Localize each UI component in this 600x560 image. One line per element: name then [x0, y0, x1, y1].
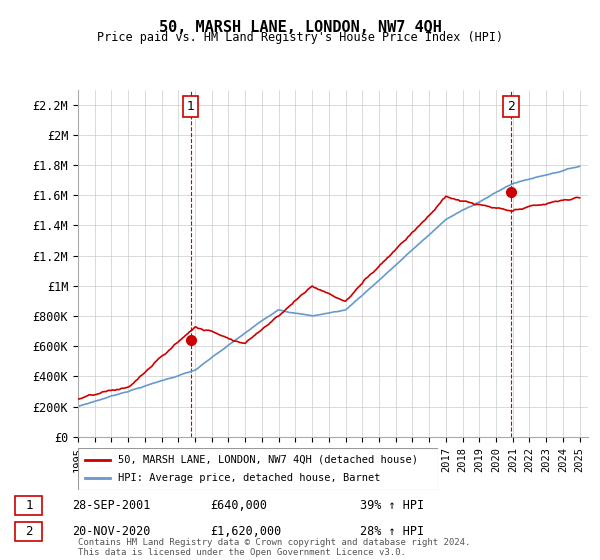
- Text: 28-SEP-2001: 28-SEP-2001: [72, 500, 151, 512]
- Text: 50, MARSH LANE, LONDON, NW7 4QH (detached house): 50, MARSH LANE, LONDON, NW7 4QH (detache…: [118, 455, 418, 465]
- Text: 2: 2: [25, 525, 32, 538]
- Text: £640,000: £640,000: [210, 500, 267, 512]
- Text: £1,620,000: £1,620,000: [210, 525, 281, 538]
- Text: 39% ↑ HPI: 39% ↑ HPI: [360, 500, 424, 512]
- Text: 1: 1: [25, 500, 32, 512]
- FancyBboxPatch shape: [15, 521, 42, 541]
- FancyBboxPatch shape: [78, 448, 438, 490]
- Text: Price paid vs. HM Land Registry's House Price Index (HPI): Price paid vs. HM Land Registry's House …: [97, 31, 503, 44]
- Text: 1: 1: [187, 100, 194, 113]
- Text: 20-NOV-2020: 20-NOV-2020: [72, 525, 151, 538]
- Text: Contains HM Land Registry data © Crown copyright and database right 2024.
This d: Contains HM Land Registry data © Crown c…: [78, 538, 470, 557]
- Text: 2: 2: [507, 100, 515, 113]
- FancyBboxPatch shape: [15, 496, 42, 515]
- Text: HPI: Average price, detached house, Barnet: HPI: Average price, detached house, Barn…: [118, 473, 380, 483]
- Text: 50, MARSH LANE, LONDON, NW7 4QH: 50, MARSH LANE, LONDON, NW7 4QH: [158, 20, 442, 35]
- Text: 28% ↑ HPI: 28% ↑ HPI: [360, 525, 424, 538]
